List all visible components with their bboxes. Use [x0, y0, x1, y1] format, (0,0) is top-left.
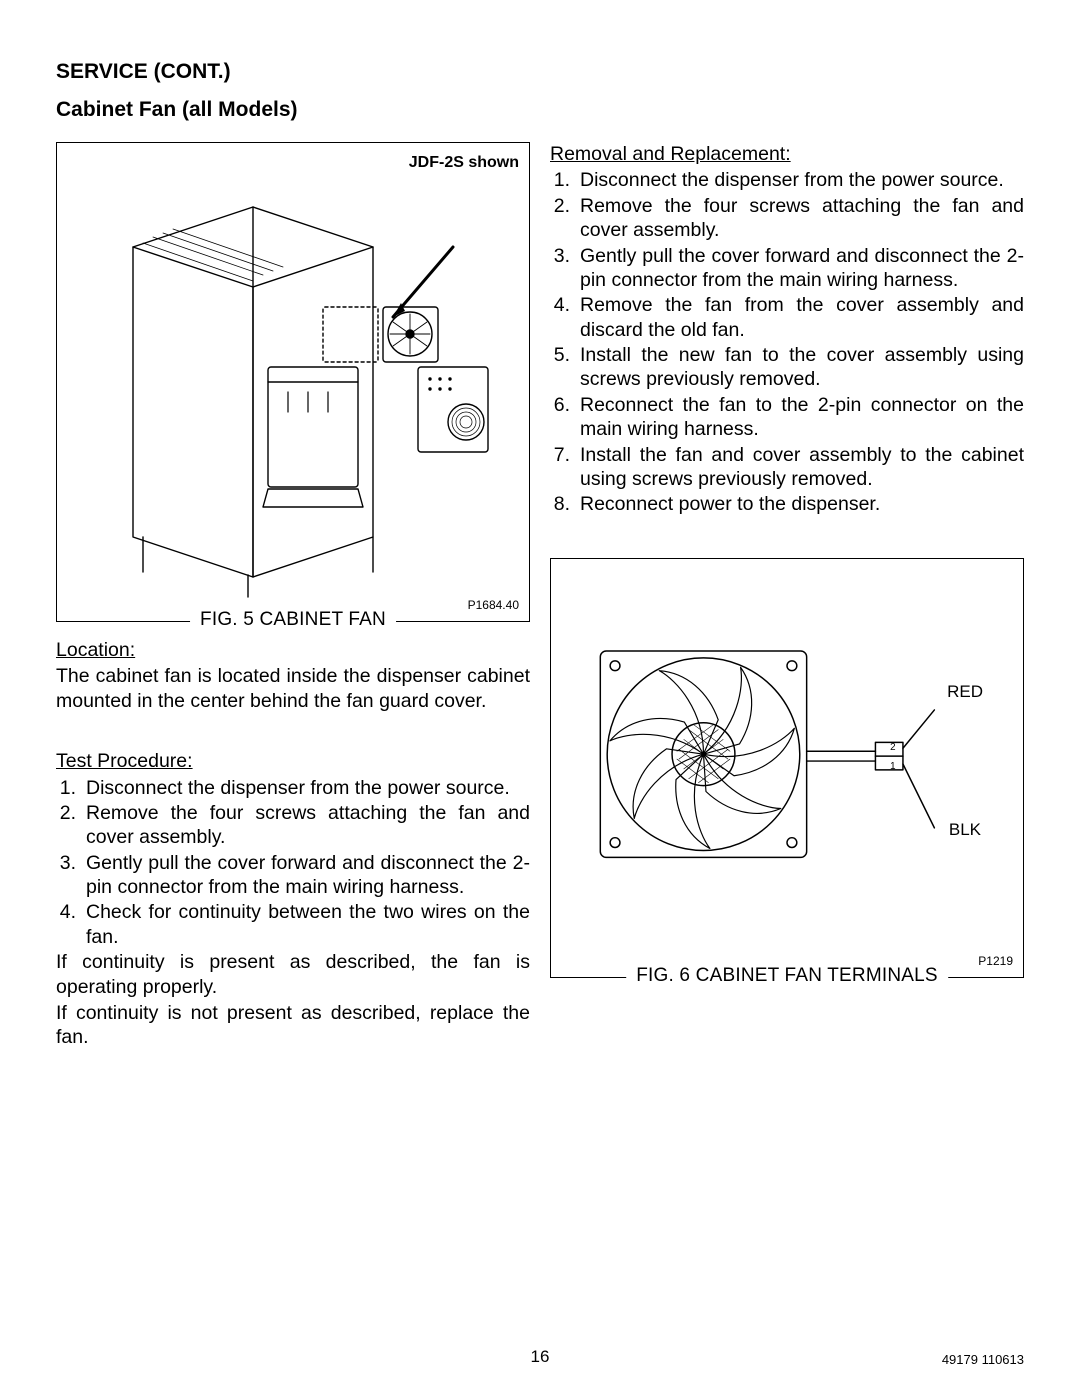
list-item: 2.Remove the four screws attaching the f…	[550, 194, 1024, 243]
cabinet-fan-illustration	[67, 177, 519, 607]
removal-heading: Removal and Replacement:	[550, 142, 1024, 166]
list-item: 4.Remove the fan from the cover assembly…	[550, 293, 1024, 342]
list-item: 1.Disconnect the dispenser from the powe…	[56, 776, 530, 800]
list-item: 1.Disconnect the dispenser from the powe…	[550, 168, 1024, 192]
left-column: JDF-2S shown	[56, 142, 530, 1357]
model-shown-label: JDF-2S shown	[67, 153, 519, 173]
test-procedure-heading: Test Procedure:	[56, 749, 530, 773]
figure-6-partnum: P1219	[978, 954, 1013, 969]
figure-6-caption: FIG. 6 CABINET FAN TERMINALS	[626, 964, 948, 988]
figure-5-caption: FIG. 5 CABINET FAN	[190, 608, 396, 632]
pin1-label: 1	[890, 761, 895, 772]
figure-5-partnum: P1684.40	[468, 598, 519, 613]
page-number: 16	[0, 1347, 1080, 1367]
list-item: 3.Gently pull the cover forward and disc…	[550, 244, 1024, 293]
figure-6-box: 2 1 RED BLK P1219 FIG. 6 CABINET FAN TER…	[550, 558, 1024, 978]
right-column: Removal and Replacement: 1.Disconnect th…	[550, 142, 1024, 1357]
page: SERVICE (CONT.) Cabinet Fan (all Models)…	[0, 0, 1080, 1397]
list-item: 5.Install the new fan to the cover assem…	[550, 343, 1024, 392]
wire-label-blk: BLK	[949, 819, 981, 840]
list-item: 3.Gently pull the cover forward and disc…	[56, 851, 530, 900]
test-procedure-list: 1.Disconnect the dispenser from the powe…	[56, 776, 530, 950]
list-item: 8.Reconnect power to the dispenser.	[550, 492, 1024, 516]
list-item: 7.Install the fan and cover assembly to …	[550, 443, 1024, 492]
wire-label-red: RED	[947, 681, 983, 702]
continuity-present-note: If continuity is present as described, t…	[56, 950, 530, 999]
pin2-label: 2	[890, 742, 895, 753]
location-text: The cabinet fan is located inside the di…	[56, 664, 530, 713]
list-item: 2.Remove the four screws attaching the f…	[56, 801, 530, 850]
two-column-layout: JDF-2S shown	[56, 142, 1024, 1357]
list-item: 4.Check for continuity between the two w…	[56, 900, 530, 949]
list-item: 6.Reconnect the fan to the 2-pin connect…	[550, 393, 1024, 442]
continuity-absent-note: If continuity is not present as describe…	[56, 1001, 530, 1050]
section-title: Cabinet Fan (all Models)	[56, 98, 1024, 122]
doc-number: 49179 110613	[942, 1352, 1024, 1367]
location-heading: Location:	[56, 638, 530, 662]
figure-5-box: JDF-2S shown	[56, 142, 530, 622]
fan-terminals-illustration: 2 1	[561, 579, 1013, 949]
removal-steps-list: 1.Disconnect the dispenser from the powe…	[550, 168, 1024, 516]
page-title: SERVICE (CONT.)	[56, 60, 1024, 84]
